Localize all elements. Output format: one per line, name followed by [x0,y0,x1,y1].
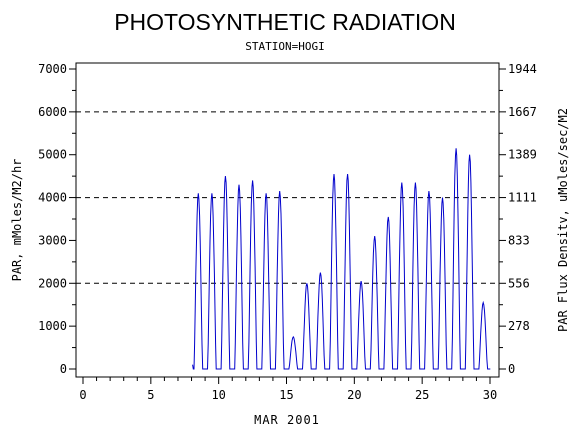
x-tick-label: 25 [415,388,429,402]
y-axis-label: PAR, mMoles/M2/hr [10,159,24,282]
chart-subtitle: STATION=HOGI [245,40,324,53]
y-tick-label: 5000 [38,148,67,162]
y-tick-label: 2000 [38,276,67,290]
y2-tick-label: 1389 [508,148,537,162]
chart-title: PHOTOSYNTHETIC RADIATION [114,9,456,35]
y2-axis-label: PAR Flux Densitv, uMoles/sec/M2 [556,108,570,332]
y2-tick-label: 556 [508,276,530,290]
x-tick-label: 5 [147,388,154,402]
x-tick-label: 30 [483,388,497,402]
y-tick-label: 1000 [38,319,67,333]
y2-tick-label: 1667 [508,105,537,119]
plot-frame [75,62,500,378]
y2-tick-label: 1111 [508,191,537,205]
x-tick-label: 15 [279,388,293,402]
par-series-line [192,148,491,370]
x-axis-label: MAR 2001 [254,413,320,427]
x-tick-label: 20 [347,388,361,402]
y-tick-label: 3000 [38,233,67,247]
x-tick-label: 0 [79,388,86,402]
y2-tick-label: 0 [508,362,515,376]
y-tick-label: 7000 [38,62,67,76]
y-tick-label: 4000 [38,191,67,205]
y-tick-label: 0 [60,362,67,376]
y2-tick-label: 1944 [508,62,537,76]
y2-tick-label: 278 [508,319,530,333]
x-tick-label: 10 [211,388,225,402]
y2-tick-label: 833 [508,233,530,247]
y-tick-label: 6000 [38,105,67,119]
